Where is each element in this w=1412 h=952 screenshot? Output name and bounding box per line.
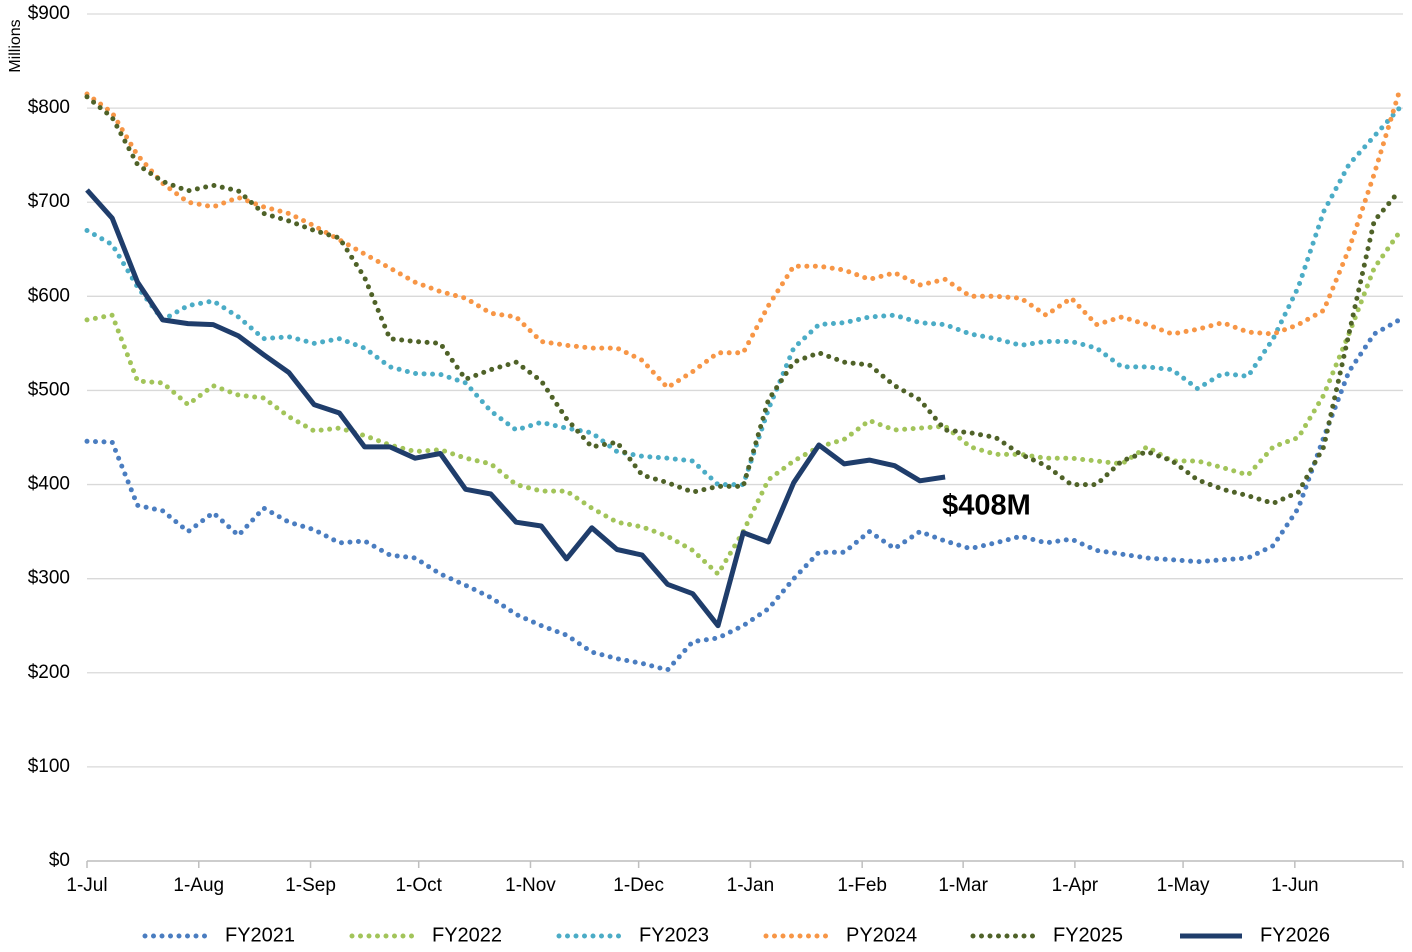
x-tick-label: 1-May xyxy=(1157,875,1210,896)
x-tick-label: 1-Sep xyxy=(285,875,336,896)
x-tick-label: 1-Mar xyxy=(938,875,988,896)
x-tick-label: 1-Nov xyxy=(505,875,556,896)
y-tick-label: $200 xyxy=(28,662,70,683)
x-tick-label: 1-Apr xyxy=(1052,875,1099,896)
legend-label: FY2021 xyxy=(225,924,295,946)
x-tick-label: 1-Jan xyxy=(727,875,775,896)
x-tick-label: 1-Jul xyxy=(66,875,107,896)
x-tick-label: 1-Dec xyxy=(613,875,664,896)
series-line xyxy=(84,94,1402,507)
y-tick-label: $600 xyxy=(28,285,70,306)
y-tick-label: $100 xyxy=(28,756,70,777)
y-tick-label: $900 xyxy=(28,3,70,24)
x-tick-label: 1-Feb xyxy=(837,875,887,896)
series-line xyxy=(84,317,1402,673)
y-tick-label: $0 xyxy=(49,850,70,871)
y-axis-label: Millions xyxy=(7,19,24,72)
y-tick-label: $500 xyxy=(28,379,70,400)
y-tick-label: $800 xyxy=(28,97,70,118)
series-line xyxy=(85,188,946,629)
series-line xyxy=(84,229,1402,578)
legend-label: FY2025 xyxy=(1053,924,1123,946)
legend-label: FY2023 xyxy=(639,924,709,946)
annotation: $408M xyxy=(942,490,1031,522)
x-tick-label: 1-Oct xyxy=(395,875,442,896)
x-tick-label: 1-Jun xyxy=(1271,875,1319,896)
y-tick-label: $400 xyxy=(28,474,70,495)
x-tick-label: 1-Aug xyxy=(173,875,224,896)
legend-label: FY2026 xyxy=(1260,924,1330,946)
y-tick-label: $700 xyxy=(28,191,70,212)
series-line xyxy=(84,88,1402,391)
y-tick-label: $300 xyxy=(28,568,70,589)
legend-label: PY2024 xyxy=(846,924,917,946)
legend-label: FY2022 xyxy=(432,924,502,946)
